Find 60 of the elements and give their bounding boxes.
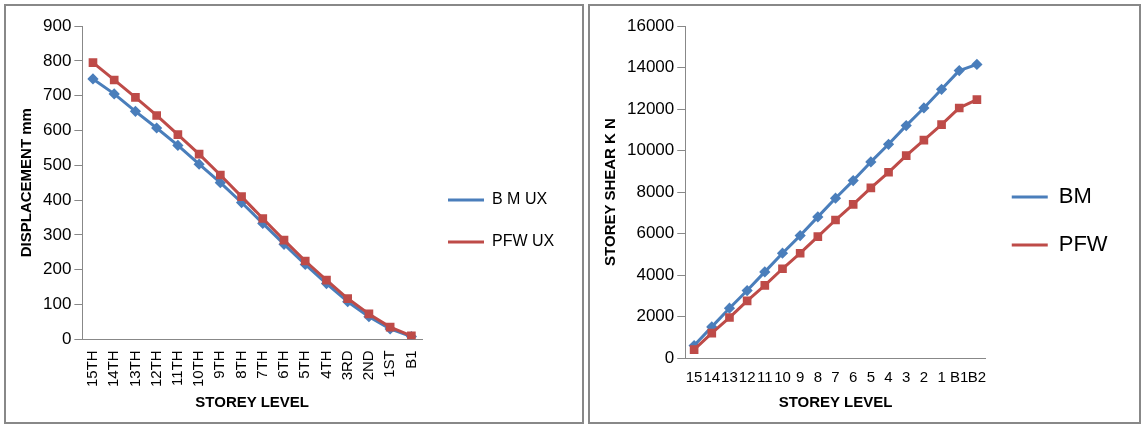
x-tick-label: 14: [703, 368, 721, 386]
y-tick-label: 4000: [636, 264, 675, 284]
y-tick-label: 14000: [626, 57, 675, 77]
y-tick-label: 900: [42, 15, 72, 35]
y-tick-label: 500: [42, 154, 72, 174]
x-tick-label: 14TH: [104, 350, 122, 388]
x-tick-label: 3: [902, 368, 911, 386]
x-tick-label: 11TH: [168, 350, 186, 386]
x-axis-title: STOREY LEVEL: [778, 393, 893, 411]
legend-label: PFW: [1058, 231, 1108, 257]
x-tick-label: 9: [795, 368, 805, 386]
y-tick-label: 16000: [626, 15, 675, 35]
y-axis-title: DISPLACEMENT mm: [17, 108, 35, 258]
x-tick-label: 4TH: [316, 350, 334, 379]
y-tick-label: 100: [42, 294, 72, 314]
y-tick-label: 300: [42, 224, 72, 244]
legend-label: PFW UX: [492, 232, 555, 250]
x-tick-label: 2ND: [359, 350, 377, 381]
x-tick-label: 6TH: [274, 350, 292, 379]
y-tick-label: 10000: [626, 140, 675, 160]
x-tick-label: B1: [950, 368, 969, 386]
x-tick-label: 10TH: [189, 350, 207, 388]
x-tick-label: 8TH: [231, 350, 249, 379]
x-tick-label: 5: [866, 368, 876, 386]
x-tick-label: 8: [813, 368, 823, 386]
y-tick-label: 6000: [636, 223, 675, 243]
x-tick-label: 1: [937, 368, 946, 386]
x-tick-label: 15: [685, 368, 703, 386]
x-tick-label: 13: [721, 368, 738, 386]
x-tick-label: 3RD: [337, 350, 355, 381]
x-tick-label: 7TH: [252, 350, 270, 379]
x-tick-label: 5TH: [295, 350, 313, 379]
x-tick-label: 11: [757, 368, 773, 386]
y-tick-label: 400: [42, 189, 72, 209]
y-tick-label: 2000: [636, 306, 675, 326]
x-tick-label: B2: [967, 368, 987, 386]
x-tick-label: 12TH: [146, 350, 164, 388]
x-tick-label: 15TH: [83, 350, 101, 388]
x-axis-title: STOREY LEVEL: [195, 393, 310, 411]
x-tick-label: 1ST: [380, 350, 398, 378]
y-tick-label: 600: [42, 120, 72, 140]
legend-label: BM: [1058, 183, 1092, 209]
y-tick-label: 700: [42, 85, 72, 105]
x-tick-label: 9TH: [210, 350, 228, 379]
x-tick-label: 13TH: [125, 350, 143, 388]
x-tick-label: 4: [884, 368, 893, 386]
y-tick-label: 8000: [636, 181, 675, 201]
y-tick-label: 12000: [626, 98, 675, 118]
y-tick-label: 0: [664, 347, 675, 367]
legend-label: B M UX: [492, 190, 548, 208]
y-tick-label: 800: [42, 50, 72, 70]
x-tick-label: B1: [401, 350, 419, 369]
y-tick-label: 0: [61, 329, 72, 349]
y-tick-label: 200: [42, 259, 72, 279]
x-tick-label: 2: [919, 368, 929, 386]
x-tick-label: 10: [774, 368, 791, 386]
y-axis-title: STOREY SHEAR K N: [601, 118, 619, 266]
x-tick-label: 7: [831, 368, 840, 386]
x-tick-label: 6: [849, 368, 858, 386]
x-tick-label: 12: [738, 368, 756, 386]
